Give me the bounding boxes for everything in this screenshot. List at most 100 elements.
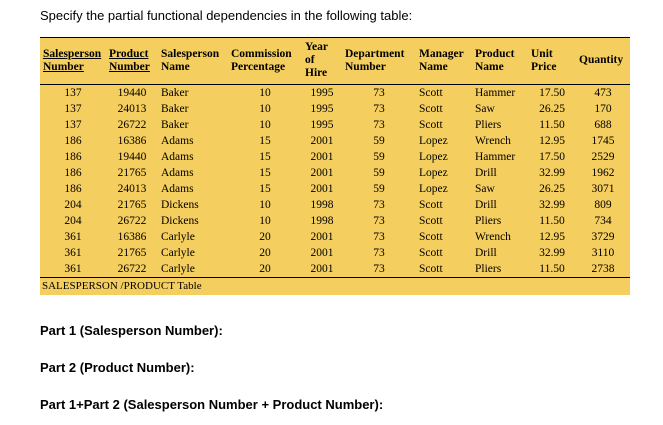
table-row: 137 24013 Baker 10 1995 73 Scott Saw 26.25 170	[40, 101, 630, 117]
table-cell: 15	[259, 182, 271, 195]
table-cell: 2001	[310, 246, 334, 259]
table-cell: 1995	[310, 102, 334, 115]
table-cell: 73	[373, 102, 385, 115]
table-row: 361 21765 Carlyle 20 2001 73 Scott Drill 32.99 31…	[40, 245, 630, 261]
table-cell: 1995	[310, 118, 334, 131]
table-row: 137 19440 Baker 10 1995 73 Scott Hammer 17.50 473	[40, 84, 630, 101]
table-cell: 3110	[591, 246, 615, 259]
worksheet-page: Specify the partial functional dependenc…	[40, 8, 663, 413]
table-cell: 1745	[591, 134, 615, 147]
table-row: 186 19440 Adams 15 2001 59 Lopez Hammer 17.50 252…	[40, 149, 630, 165]
table-cell: 3071	[591, 182, 615, 195]
table-cell: Dickens	[161, 214, 199, 227]
table-cell: 2001	[310, 230, 334, 243]
table-cell: 19440	[117, 150, 147, 163]
table-cell: Adams	[161, 134, 194, 147]
column-header: Manager Name	[419, 47, 464, 73]
column-header: Unit Price	[531, 47, 557, 73]
table-cell: 361	[64, 230, 82, 243]
table-cell: Drill	[475, 166, 497, 179]
column-header: Salesperson Name	[161, 47, 220, 73]
table-cell: 186	[64, 166, 82, 179]
table-cell: 137	[64, 102, 82, 115]
table-cell: Baker	[161, 102, 189, 115]
table-cell: 10	[259, 198, 271, 211]
table-cell: 1998	[310, 198, 334, 211]
table-cell: 16386	[117, 134, 147, 147]
table-cell: Carlyle	[161, 262, 195, 275]
table-cell: 73	[373, 246, 385, 259]
table-cell: 24013	[117, 182, 147, 195]
table-cell: Carlyle	[161, 230, 195, 243]
table-cell: 10	[259, 214, 271, 227]
table-cell: 73	[373, 198, 385, 211]
table-cell: 21765	[117, 246, 147, 259]
table-cell: Lopez	[419, 166, 448, 179]
table-cell: Drill	[475, 246, 497, 259]
table-cell: 11.50	[539, 214, 565, 227]
table-cell: 15	[259, 134, 271, 147]
table-cell: 12.95	[539, 134, 565, 147]
table-row: 204 21765 Dickens 10 1998 73 Scott Drill 32.99 80…	[40, 197, 630, 213]
table-cell: Baker	[161, 118, 189, 131]
table-cell: 26.25	[539, 102, 565, 115]
salesperson-product-table: Salesperson Number Product Number Salesperso…	[40, 37, 630, 295]
table-cell: Scott	[419, 230, 443, 243]
table-cell: Wrench	[475, 230, 511, 243]
table-cell: 1962	[591, 166, 615, 179]
table-row: 186 21765 Adams 15 2001 59 Lopez Drill 32.99 1962	[40, 165, 630, 181]
table-cell: 59	[373, 134, 385, 147]
table-cell: Scott	[419, 118, 443, 131]
table-cell: 11.50	[539, 118, 565, 131]
table-cell: Scott	[419, 262, 443, 275]
table-cell: 734	[594, 214, 612, 227]
table-cell: Baker	[161, 86, 189, 99]
table-cell: Adams	[161, 182, 194, 195]
table-cell: 10	[259, 86, 271, 99]
table-cell: 11.50	[539, 262, 565, 275]
table-cell: 170	[594, 102, 612, 115]
table-cell: 32.99	[539, 198, 565, 211]
table-cell: 26722	[117, 118, 147, 131]
table-cell: 15	[259, 166, 271, 179]
table-cell: 204	[64, 214, 82, 227]
column-header: Product Name	[475, 47, 515, 73]
table-cell: 1995	[310, 86, 334, 99]
table-cell: 2001	[310, 150, 334, 163]
table-cell: Wrench	[475, 134, 511, 147]
table-cell: 20	[259, 262, 271, 275]
table-cell: 17.50	[539, 86, 565, 99]
table-cell: 26722	[117, 214, 147, 227]
table-cell: 19440	[117, 86, 147, 99]
table-cell: 32.99	[539, 246, 565, 259]
table-cell: 73	[373, 230, 385, 243]
table-cell: 12.95	[539, 230, 565, 243]
table-cell: 21765	[117, 198, 147, 211]
table-cell: 473	[594, 86, 612, 99]
column-header: Salesperson Number	[43, 47, 102, 73]
table-cell: 186	[64, 134, 82, 147]
table-cell: 137	[64, 118, 82, 131]
table-cell: 16386	[117, 230, 147, 243]
parts-section: Part 1 (Salesperson Number): Part 2 (Pro…	[40, 323, 663, 413]
table-row: 361 16386 Carlyle 20 2001 73 Scott Wrench 12.95 3…	[40, 229, 630, 245]
table-cell: 186	[64, 150, 82, 163]
table-cell: 2001	[310, 134, 334, 147]
table-cell: Hammer	[475, 86, 516, 99]
table-cell: 21765	[117, 166, 147, 179]
table-row: 186 16386 Adams 15 2001 59 Lopez Wrench 12.95 174…	[40, 133, 630, 149]
table-cell: 2001	[310, 166, 334, 179]
table-cell: Adams	[161, 150, 194, 163]
table-cell: 10	[259, 102, 271, 115]
table-cell: 186	[64, 182, 82, 195]
table-row: 204 26722 Dickens 10 1998 73 Scott Pliers 11.50 7…	[40, 213, 630, 229]
table-cell: 59	[373, 166, 385, 179]
table-cell: Dickens	[161, 198, 199, 211]
table-cell: 3729	[591, 230, 615, 243]
table-cell: 73	[373, 214, 385, 227]
table-cell: Lopez	[419, 150, 448, 163]
table-cell: 59	[373, 182, 385, 195]
table-row: 137 26722 Baker 10 1995 73 Scott Pliers 11.50 688	[40, 117, 630, 133]
column-header: Year of Hire	[305, 41, 328, 80]
table-body: 137 19440 Baker 10 1995 73 Scott Hammer 17.50 473…	[40, 84, 630, 278]
